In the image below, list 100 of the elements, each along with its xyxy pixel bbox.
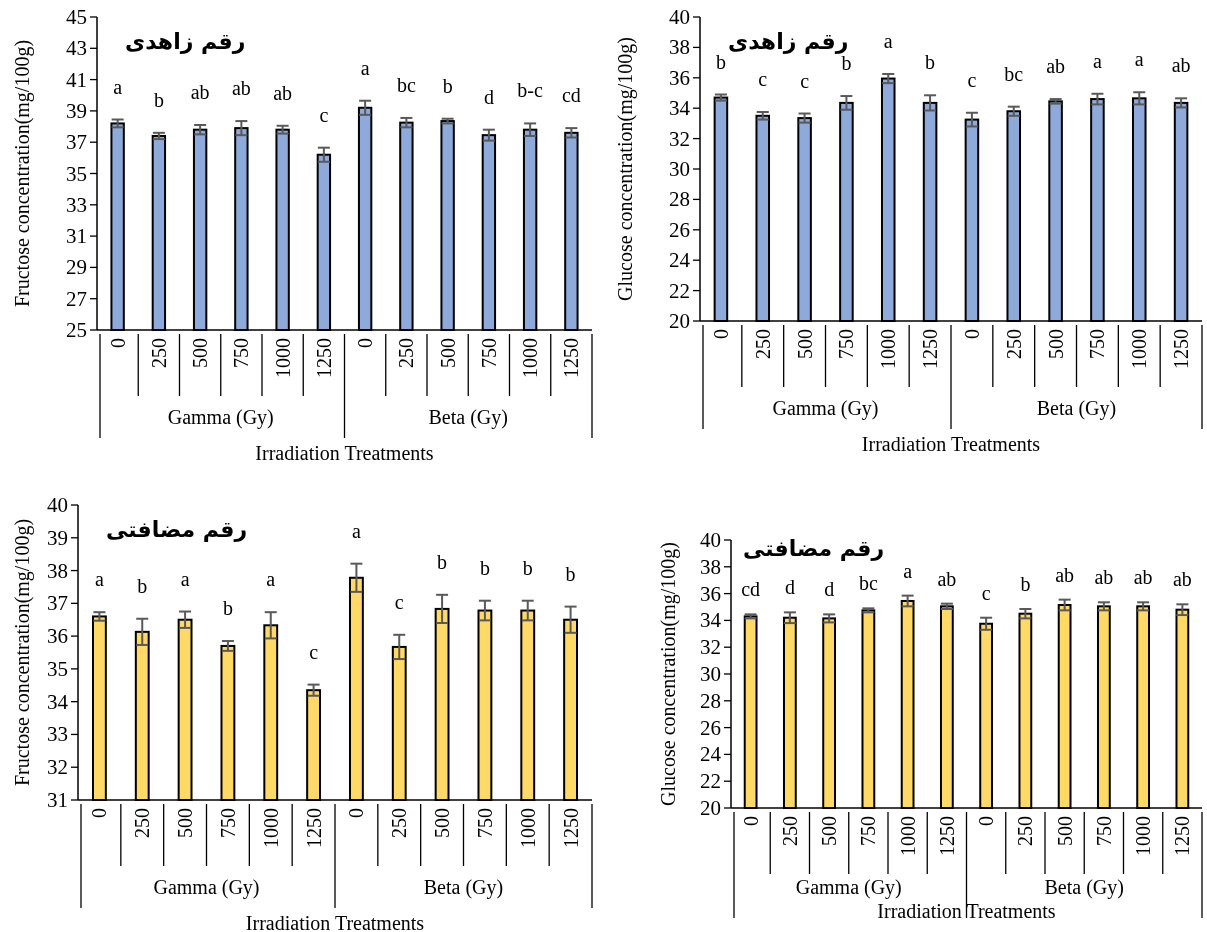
x-tick-label: 1250 — [1171, 816, 1194, 856]
x-tick-label: 1000 — [896, 816, 919, 856]
y-tick-label: 32 — [700, 635, 721, 660]
data-label: b-c — [517, 79, 544, 102]
y-tick-label: 37 — [66, 130, 87, 155]
data-label: b — [565, 562, 576, 585]
x-tick-label: 250 — [1002, 329, 1025, 359]
y-tick-label: 34 — [47, 689, 69, 714]
data-label: b — [137, 574, 148, 597]
data-label: ab — [1172, 568, 1192, 591]
x-tick-label: 0 — [106, 338, 129, 348]
data-label: a — [113, 75, 123, 98]
x-tick-label: 0 — [960, 329, 983, 339]
text: Beta (Gy) — [423, 876, 504, 899]
x-tick-label: 1250 — [1170, 329, 1193, 369]
x-tick-label: 1000 — [877, 329, 900, 369]
x-tick-label: 750 — [1092, 816, 1115, 846]
y-tick-label: 36 — [700, 581, 721, 606]
text: Gamma (Gy) — [153, 876, 260, 899]
data-label: c — [800, 69, 810, 92]
x-tick-label: 250 — [147, 338, 170, 368]
data-label: c — [309, 640, 319, 663]
y-tick-label: 33 — [47, 722, 68, 747]
y-tick-label: 27 — [66, 286, 87, 311]
x-tick-label: 250 — [395, 338, 418, 368]
data-label: cd — [741, 578, 761, 601]
data-label: a — [1134, 48, 1144, 71]
y-tick-label: 22 — [669, 278, 690, 303]
y-tick-label: 38 — [669, 35, 690, 60]
y-axis-title: Fructose concentration(mg/100g) — [11, 39, 34, 308]
y-tick-label: 36 — [669, 65, 690, 90]
x-tick-label: 750 — [473, 808, 496, 838]
x-tick-label: 1250 — [312, 338, 335, 378]
x-tick-label: 1000 — [1132, 816, 1155, 856]
y-tick-label: 28 — [700, 688, 721, 713]
x-tick-label: 1000 — [519, 338, 542, 378]
x-tick-label: 1000 — [259, 808, 282, 848]
x-tick-label: 500 — [793, 329, 816, 359]
data-label: c — [967, 68, 977, 91]
x-tick-label: 1000 — [516, 808, 539, 848]
y-tick-label: 40 — [47, 493, 68, 517]
y-tick-label: 45 — [66, 5, 87, 29]
x-tick-label: 0 — [354, 338, 377, 348]
data-label: a — [94, 568, 104, 591]
x-tick-label: 0 — [345, 808, 368, 818]
data-label: b — [479, 556, 490, 579]
y-tick-label: 32 — [669, 126, 690, 151]
data-label: b — [522, 556, 533, 579]
data-label: b — [841, 52, 852, 75]
data-label: ab — [231, 77, 251, 100]
x-tick-label: 250 — [751, 329, 774, 359]
data-label: c — [319, 103, 329, 126]
x-tick-label: 500 — [436, 338, 459, 368]
y-tick-label: 37 — [47, 591, 68, 616]
x-tick-label: 750 — [216, 808, 239, 838]
y-tick-label: 26 — [669, 217, 690, 242]
data-label: a — [360, 56, 370, 79]
y-tick-label: 26 — [700, 715, 721, 740]
data-label: a — [883, 30, 893, 52]
y-tick-label: 32 — [47, 755, 68, 780]
data-label: bc — [396, 73, 416, 96]
y-tick-label: 33 — [66, 192, 87, 217]
x-tick-label: 500 — [818, 816, 841, 846]
data-label: c — [981, 581, 991, 604]
x-axis-title: Irradiation Treatments — [877, 900, 1056, 922]
y-tick-label: 28 — [669, 187, 690, 212]
x-tick-label: 1000 — [271, 338, 294, 378]
y-tick-label: 22 — [700, 769, 721, 794]
x-tick-label: 1250 — [559, 808, 582, 848]
data-label: ab — [190, 80, 210, 103]
y-tick-label: 20 — [669, 309, 690, 333]
text: رقم مضافتی — [106, 516, 248, 542]
x-tick-label: 750 — [857, 816, 880, 846]
x-tick-label: 500 — [1044, 329, 1067, 359]
chart-title: رقم مضافتی — [743, 535, 885, 561]
y-tick-label: 34 — [700, 608, 722, 633]
y-tick-label: 40 — [700, 528, 721, 552]
x-tick-label: 0 — [975, 816, 998, 826]
data-label: bc — [1004, 62, 1024, 85]
text: رقم زاهدی — [125, 28, 246, 54]
y-tick-label: 38 — [47, 558, 68, 583]
x-tick-label: 250 — [388, 808, 411, 838]
x-axis-title: Irradiation Treatments — [861, 433, 1041, 455]
x-tick-label: 1250 — [919, 329, 942, 369]
y-tick-label: 31 — [66, 224, 87, 249]
data-label: c — [394, 590, 404, 613]
x-tick-label: 0 — [88, 808, 111, 818]
data-label: bc — [858, 572, 878, 595]
text: Gamma (Gy) — [167, 406, 274, 429]
data-label: cd — [561, 84, 581, 107]
text: رقم زاهدی — [728, 28, 849, 54]
x-tick-label: 750 — [835, 329, 858, 359]
x-tick-label: 750 — [230, 338, 253, 368]
y-tick-label: 38 — [700, 554, 721, 579]
data-label: b — [925, 51, 936, 74]
y-tick-label: 34 — [669, 96, 691, 121]
x-tick-label: 750 — [1086, 329, 1109, 359]
y-tick-label: 30 — [669, 157, 690, 181]
y-tick-label: 29 — [66, 255, 87, 280]
x-tick-label: 500 — [1053, 816, 1076, 846]
